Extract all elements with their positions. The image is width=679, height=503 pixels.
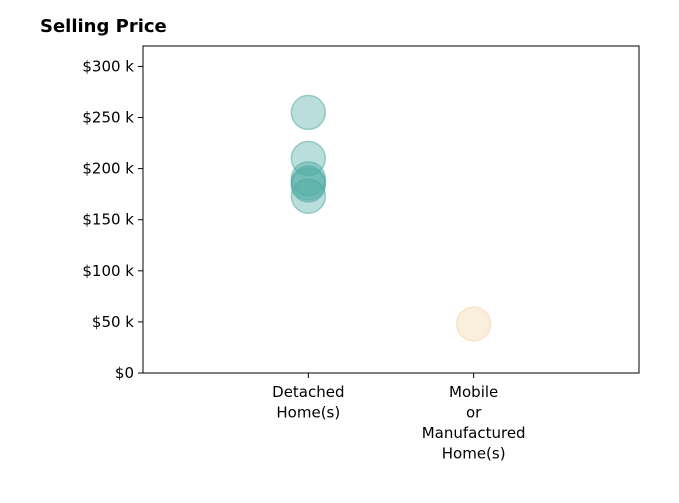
data-point	[290, 167, 327, 203]
y-tick-label: $150 k	[82, 211, 134, 229]
y-tick-label: $300 k	[82, 57, 134, 75]
x-tick-label-line: Manufactured	[422, 424, 526, 442]
x-axis: Detached Home(s) Mobile or Manufactured Home(…	[272, 373, 526, 463]
data-point	[290, 94, 327, 131]
y-axis: $0 $50 k $100 k $150 k $200 k $250 k $300 k	[82, 57, 143, 382]
y-tick-label: $200 k	[82, 160, 134, 178]
y-tick-label: $50 k	[92, 313, 134, 331]
data-point	[455, 306, 492, 342]
x-tick-label-line: Home(s)	[442, 445, 506, 463]
y-tick-label: $0	[115, 364, 134, 382]
x-tick-label-line: Mobile	[449, 383, 498, 401]
x-tick-label-line: Detached	[272, 383, 344, 401]
x-tick-label: Detached Home(s)	[272, 383, 344, 422]
chart-title: Selling Price	[40, 16, 167, 37]
x-tick-label: Mobile or Manufactured Home(s)	[422, 383, 526, 463]
data-point	[290, 140, 327, 177]
data-point	[290, 178, 327, 214]
x-tick-label-line: or	[466, 404, 482, 422]
data-points	[290, 94, 492, 342]
x-tick-label-line: Home(s)	[276, 404, 340, 422]
y-tick-label: $100 k	[82, 262, 134, 280]
plot-frame	[142, 45, 640, 374]
y-tick-label: $250 k	[82, 109, 134, 127]
